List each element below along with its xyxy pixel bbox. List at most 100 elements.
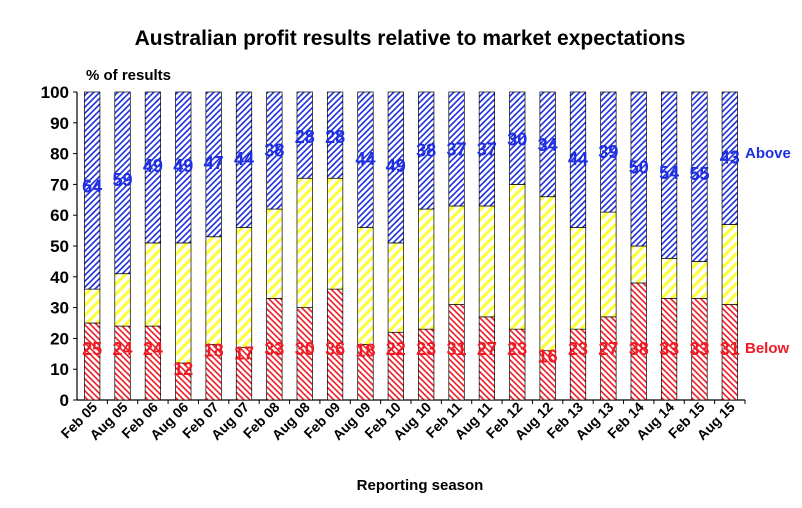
bar-above (478, 91, 496, 207)
value-labels: 64 25 59 24 49 24 49 12 47 18 44 17 38 33 28 30 28 36 44 18… (82, 127, 740, 379)
y-tick-label: 0 (60, 391, 69, 410)
below-value-label: 12 (173, 359, 193, 379)
below-value-label: 33 (659, 339, 679, 359)
bar-inline (205, 236, 222, 345)
y-tick-label: 20 (50, 329, 69, 348)
above-value-label: 59 (113, 170, 133, 190)
below-value-label: 24 (143, 339, 163, 359)
below-value-label: 27 (598, 339, 618, 359)
bar-below (114, 325, 131, 401)
y-tick-label: 50 (50, 237, 69, 256)
bar-above (266, 91, 283, 210)
below-value-label: 38 (629, 339, 649, 359)
y-tick-label: 10 (50, 360, 69, 379)
above-value-label: 37 (477, 139, 497, 159)
bar-above (114, 91, 131, 275)
above-value-label: 30 (507, 130, 527, 150)
bar-above (691, 91, 708, 262)
above-value-label: 54 (659, 163, 679, 183)
bar-inline (175, 242, 192, 364)
bar-inline (569, 227, 587, 330)
legend-above: Above (745, 145, 791, 162)
bar-inline (600, 211, 617, 318)
bar-above (539, 91, 556, 198)
x-axis-label: Reporting season (357, 477, 484, 494)
above-value-label: 49 (143, 156, 163, 176)
bar-above (660, 91, 678, 259)
bar-inline (448, 205, 465, 305)
bar-above (569, 91, 587, 228)
bar-inline (478, 205, 496, 318)
bar-inline (235, 227, 253, 348)
above-value-label: 44 (568, 149, 588, 169)
bar-inline (296, 177, 313, 308)
below-value-label: 27 (477, 339, 497, 359)
bar-inline (630, 245, 647, 284)
above-value-label: 49 (173, 156, 193, 176)
bar-above (175, 91, 192, 244)
above-value-label: 37 (447, 139, 467, 159)
bar-inline (691, 261, 708, 299)
bar-above (326, 91, 344, 179)
bar-inline (144, 242, 162, 327)
bar-above (721, 91, 738, 225)
below-value-label: 30 (295, 339, 315, 359)
bar-above (144, 91, 162, 244)
bar-above (448, 91, 465, 207)
bar-inline (266, 208, 283, 299)
y-unit-label: % of results (86, 67, 171, 84)
below-value-label: 18 (355, 341, 375, 361)
bar-inline (721, 224, 738, 305)
below-value-label: 25 (82, 339, 102, 359)
y-tick-label: 40 (50, 268, 69, 287)
bar-above (84, 91, 101, 290)
y-tick-label: 30 (50, 299, 69, 318)
bars (84, 91, 738, 401)
bar-below (144, 325, 162, 401)
bar-inline (509, 184, 526, 330)
bar-inline (326, 177, 344, 290)
bar-inline (660, 257, 678, 299)
below-value-label: 33 (264, 339, 284, 359)
below-value-label: 23 (507, 339, 527, 359)
above-value-label: 49 (386, 156, 406, 176)
above-value-label: 43 (720, 148, 740, 168)
below-value-label: 31 (720, 339, 740, 359)
bar-inline (418, 208, 435, 330)
above-value-label: 44 (234, 149, 254, 169)
bar-above (418, 91, 435, 210)
above-value-label: 28 (325, 127, 345, 147)
above-value-label: 47 (204, 153, 224, 173)
chart-title: Australian profit results relative to ma… (135, 27, 686, 50)
legend-below: Below (745, 340, 790, 357)
above-value-label: 38 (264, 141, 284, 161)
bar-above (600, 91, 617, 213)
below-value-label: 17 (234, 344, 254, 364)
below-value-label: 31 (447, 339, 467, 359)
y-tick-label: 90 (50, 114, 69, 133)
below-value-label: 23 (568, 339, 588, 359)
bar-above (205, 91, 222, 238)
above-value-label: 39 (598, 142, 618, 162)
bar-above (387, 91, 404, 244)
below-value-label: 33 (689, 339, 709, 359)
below-value-label: 24 (113, 339, 133, 359)
below-value-label: 18 (204, 341, 224, 361)
bar-below (84, 322, 101, 401)
below-value-label: 16 (538, 347, 558, 367)
bar-above (235, 91, 253, 228)
bar-inline (539, 196, 556, 352)
above-value-label: 38 (416, 141, 436, 161)
bar-inline (387, 242, 404, 333)
below-value-label: 23 (416, 339, 436, 359)
bar-above (296, 91, 313, 179)
y-tick-label: 80 (50, 145, 69, 164)
bar-above (357, 91, 374, 228)
y-tick-label: 70 (50, 175, 69, 194)
bar-inline (357, 227, 374, 345)
above-value-label: 44 (355, 149, 375, 169)
axes: 0 10 20 30 40 50 60 70 80 90 100 (41, 83, 745, 410)
y-tick-label: 100 (41, 83, 69, 102)
